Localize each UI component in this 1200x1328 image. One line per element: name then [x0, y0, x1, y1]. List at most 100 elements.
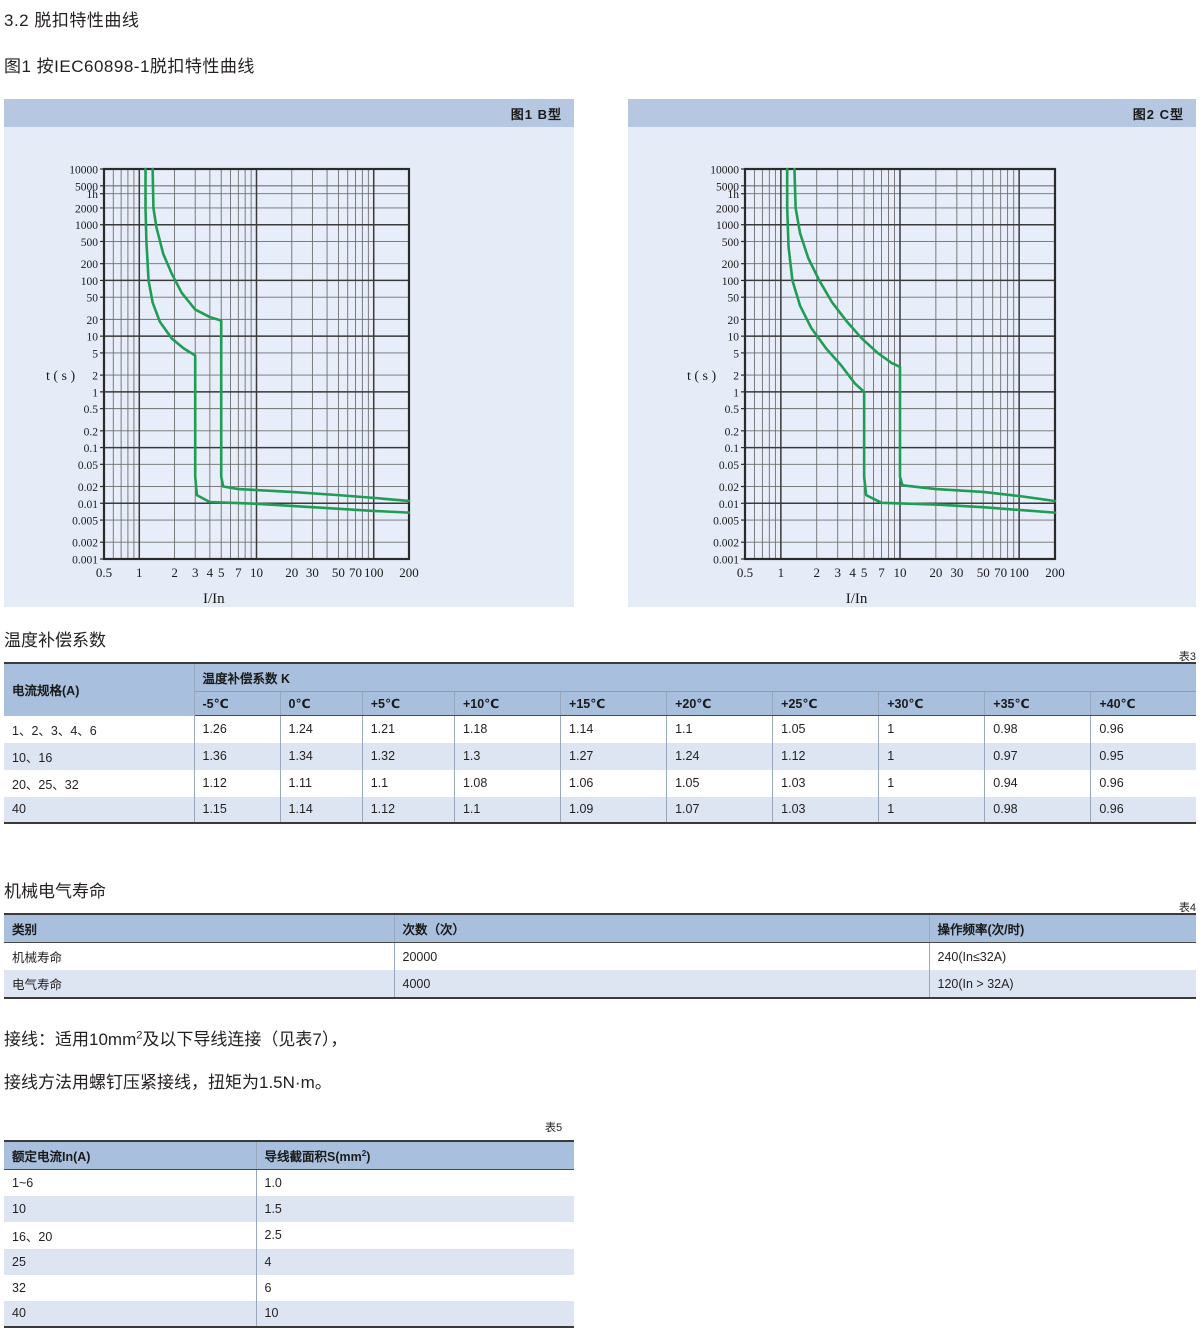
svg-text:10: 10	[894, 565, 907, 580]
wire-area-b: )	[366, 1150, 371, 1164]
svg-text:I/In: I/In	[203, 591, 225, 607]
th-rated-current: 额定电流In(A)	[4, 1140, 257, 1170]
th-life-2: 操作频率(次/时)	[928, 913, 1196, 943]
th-temp-7: +30℃	[878, 691, 986, 716]
svg-text:0.5: 0.5	[96, 565, 112, 580]
th-current-spec: 电流规格(A)	[4, 662, 195, 716]
svg-text:0.02: 0.02	[719, 482, 739, 494]
svg-text:50: 50	[728, 293, 740, 305]
cell-wire-area: 1.5	[255, 1195, 574, 1222]
life-header-row: 类别 次数（次） 操作频率(次/时)	[4, 913, 1196, 943]
cell-k-9: 0.96	[1090, 769, 1196, 797]
svg-text:0.001: 0.001	[72, 555, 98, 567]
svg-text:200: 200	[81, 259, 99, 271]
th-temp-5: +20℃	[666, 691, 774, 716]
table-row: 32 6	[4, 1274, 574, 1301]
svg-text:2: 2	[733, 371, 739, 383]
cell-k-7: 1	[878, 715, 986, 743]
life-table-title: 机械电气寿命	[4, 882, 106, 901]
cell-k-0: 1.15	[193, 796, 281, 824]
table-row: 1、2、3、4、6 1.26 1.24 1.21 1.18 1.14 1.1 1.05 1 0.9…	[4, 715, 1196, 743]
svg-text:0.5: 0.5	[725, 404, 740, 416]
chart-header-c: 图2 C型	[628, 99, 1196, 127]
cell-life-count: 4000	[393, 970, 930, 999]
cell-k-1: 1.14	[279, 796, 363, 824]
trip-curve-upper-boundary	[151, 167, 411, 503]
cell-k-1: 1.34	[279, 742, 363, 770]
cell-life-category: 机械寿命	[4, 942, 395, 970]
table-row: 40 1.15 1.14 1.12 1.1 1.09 1.07 1.03 1 0.98 0.96	[4, 796, 1196, 824]
cell-rated-current: 10	[4, 1195, 257, 1222]
cell-k-0: 1.36	[193, 742, 281, 770]
cell-current-spec: 10、16	[4, 742, 195, 770]
chart-header-b: 图1 B型	[4, 99, 574, 127]
table-row: 16、20 2.5	[4, 1221, 574, 1249]
th-life-0: 类别	[4, 913, 395, 943]
cell-life-freq: 240(In≤32A)	[928, 942, 1196, 970]
svg-text:2000: 2000	[716, 203, 739, 215]
svg-text:50: 50	[977, 565, 990, 580]
cell-life-category: 电气寿命	[4, 970, 395, 999]
svg-text:1h: 1h	[728, 189, 740, 201]
cell-k-0: 1.26	[193, 715, 281, 743]
svg-text:5: 5	[733, 348, 739, 360]
th-temp-2: +5℃	[361, 691, 455, 716]
svg-text:0.1: 0.1	[84, 443, 99, 455]
svg-text:10000: 10000	[710, 165, 739, 177]
svg-text:50: 50	[87, 293, 99, 305]
svg-text:1: 1	[136, 565, 143, 580]
cell-k-7: 1	[878, 796, 986, 824]
cell-k-5: 1.07	[666, 796, 774, 824]
cell-k-8: 0.98	[984, 715, 1092, 743]
cell-k-4: 1.14	[560, 715, 668, 743]
th-temp-8: +35℃	[984, 691, 1092, 716]
svg-text:10000: 10000	[69, 165, 98, 177]
svg-text:1000: 1000	[716, 220, 739, 232]
svg-text:2000: 2000	[75, 203, 98, 215]
svg-text:0.2: 0.2	[725, 426, 740, 438]
chart-header-label-c: 图2 C型	[1132, 107, 1184, 122]
svg-text:30: 30	[306, 565, 319, 580]
svg-text:7: 7	[878, 565, 885, 580]
svg-text:500: 500	[81, 237, 99, 249]
cell-wire-area: 4	[255, 1248, 574, 1275]
life-table-body: 机械寿命 20000 240(In≤32A) 电气寿命 4000 120(In > 32A…	[4, 942, 1196, 999]
cell-rated-current: 25	[4, 1248, 257, 1275]
svg-text:100: 100	[364, 565, 384, 580]
svg-text:1h: 1h	[87, 189, 99, 201]
svg-text:1: 1	[778, 565, 785, 580]
svg-text:100: 100	[1009, 565, 1029, 580]
svg-text:30: 30	[950, 565, 963, 580]
chart-panel-c-type: 图2 C型 0.001 0.002 0.005 0.01 0.02 0.05 0.1 0.2 0…	[628, 99, 1196, 607]
cell-k-3: 1.18	[453, 715, 562, 743]
th-temp-0: -5℃	[194, 691, 281, 716]
svg-text:0.05: 0.05	[78, 460, 98, 472]
svg-text:70: 70	[994, 565, 1007, 580]
svg-text:10: 10	[728, 332, 740, 344]
svg-text:0.02: 0.02	[78, 482, 98, 494]
wire-table-caption: 表5	[545, 1122, 563, 1134]
svg-text:2: 2	[171, 565, 178, 580]
wire-cross-section-table: 额定电流In(A) 导线截面积S(mm2) 1~6 1.0 10 1.5 16、20 2.…	[4, 1140, 574, 1328]
svg-text:2: 2	[813, 565, 820, 580]
chart-panel-b-type: 图1 B型 0.001 0.002 0.005 0.01 0.02 0.05 0.1 0.2 0…	[4, 99, 574, 607]
wiring-text-b: 及以下导线连接（见表7），	[142, 1030, 348, 1049]
svg-text:2: 2	[92, 371, 98, 383]
th-temp-6: +25℃	[772, 691, 880, 716]
svg-text:20: 20	[929, 565, 942, 580]
chart-body-c: 0.001 0.002 0.005 0.01 0.02 0.05 0.1 0.2 0.5 1 2 5 1…	[628, 127, 1196, 608]
svg-text:5000: 5000	[75, 181, 98, 193]
svg-text:0.01: 0.01	[78, 499, 98, 511]
svg-text:0.5: 0.5	[737, 565, 753, 580]
svg-text:0.002: 0.002	[713, 538, 739, 550]
cell-k-5: 1.24	[666, 742, 774, 770]
svg-text:0.01: 0.01	[719, 499, 739, 511]
cell-k-7: 1	[878, 742, 986, 770]
table-row: 10、16 1.36 1.34 1.32 1.3 1.27 1.24 1.12 1 0.97 0.9…	[4, 742, 1196, 770]
wiring-text-a: 接线：适用10mm	[4, 1030, 137, 1049]
cell-rated-current: 16、20	[4, 1221, 257, 1249]
table-row: 1~6 1.0	[4, 1169, 574, 1196]
cell-k-5: 1.1	[666, 715, 774, 743]
svg-text:5: 5	[92, 348, 98, 360]
th-temp-1: 0℃	[279, 691, 363, 716]
